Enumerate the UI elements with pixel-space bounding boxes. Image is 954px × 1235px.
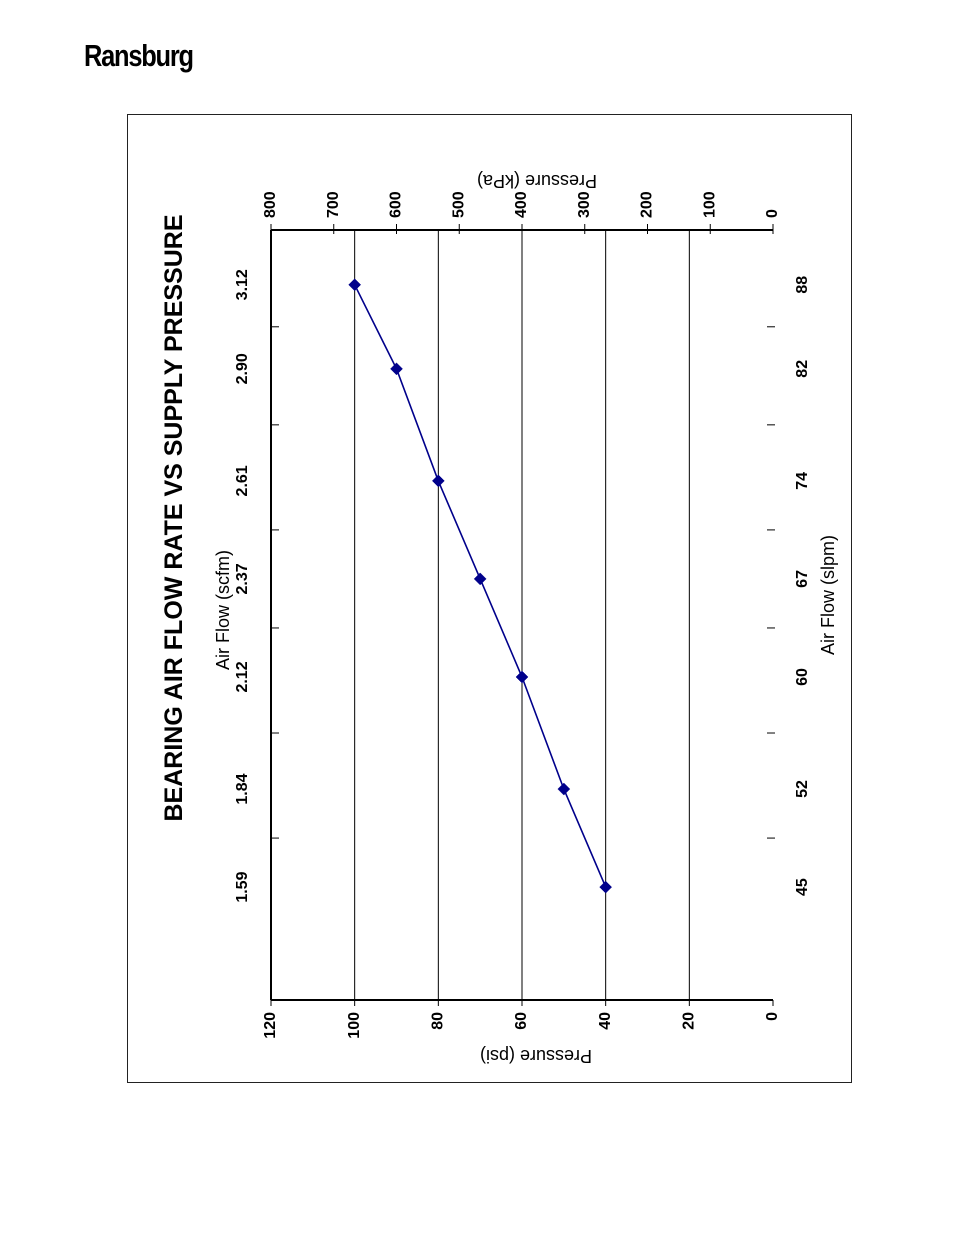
psi-tick-label: 20 — [681, 1012, 698, 1030]
slpm-tick-label: 74 — [794, 472, 811, 490]
psi-tick-label: 60 — [513, 1012, 530, 1030]
slpm-tick-label: 82 — [794, 360, 811, 378]
scfm-tick-label: 2.12 — [234, 661, 251, 692]
scfm-tick-label: 2.61 — [234, 465, 251, 496]
kpa-tick-label: 400 — [513, 191, 530, 218]
data-point — [431, 474, 445, 488]
kpa-tick-label: 200 — [639, 191, 656, 218]
data-point — [348, 278, 362, 292]
brand-logo: Ransburg — [84, 38, 194, 73]
kpa-tick-label: 300 — [576, 191, 593, 218]
y-kpa-axis-label: Pressure (kPa) — [477, 171, 597, 191]
kpa-tick-label: 800 — [262, 191, 279, 218]
kpa-tick-label: 0 — [764, 209, 781, 218]
scfm-tick-label: 3.12 — [234, 269, 251, 300]
x-slpm-axis-label: Air Flow (slpm) — [818, 535, 838, 655]
psi-tick-label: 120 — [262, 1012, 279, 1039]
scfm-tick-label: 2.90 — [234, 353, 251, 384]
chart-frame — [127, 114, 852, 1083]
chart-title: BEARING AIR FLOW RATE VS SUPPLY PRESSURE — [160, 214, 188, 821]
slpm-tick-label: 60 — [794, 668, 811, 686]
series-line — [353, 284, 607, 888]
psi-tick-label: 100 — [346, 1012, 363, 1039]
data-point — [515, 670, 529, 684]
kpa-tick-label: 600 — [388, 191, 405, 218]
slpm-tick-label: 88 — [794, 276, 811, 294]
data-point — [599, 880, 613, 894]
x-scfm-axis-label: Air Flow (scfm) — [213, 550, 233, 670]
kpa-tick-label: 700 — [325, 191, 342, 218]
psi-tick-label: 40 — [597, 1012, 614, 1030]
psi-tick-label: 80 — [430, 1012, 447, 1030]
kpa-tick-label: 100 — [701, 191, 718, 218]
slpm-tick-label: 45 — [794, 878, 811, 896]
psi-tick-label: 0 — [764, 1012, 781, 1021]
kpa-tick-label: 500 — [450, 191, 467, 218]
data-point — [473, 572, 487, 586]
slpm-tick-label: 52 — [794, 780, 811, 798]
data-point — [390, 362, 403, 376]
y-psi-axis-label: Pressure (psi) — [480, 1046, 592, 1066]
data-point — [557, 782, 571, 796]
scfm-tick-label: 2.37 — [234, 563, 251, 594]
slpm-tick-label: 67 — [794, 570, 811, 588]
plot-area: 0 20 40 60 80 100 120 0 100 200 300 400 500 600 700 800… — [234, 191, 811, 1039]
scfm-tick-label: 1.84 — [234, 773, 251, 804]
scfm-tick-label: 1.59 — [234, 871, 251, 902]
